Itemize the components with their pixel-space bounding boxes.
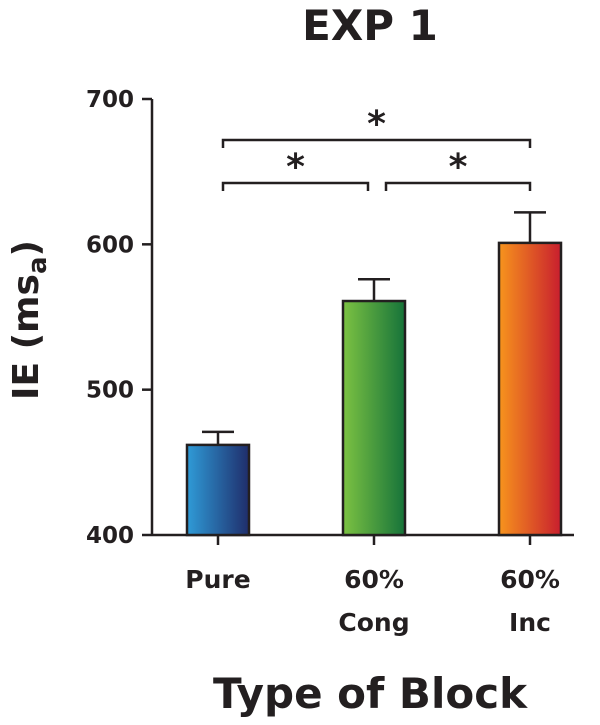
significance-bracket: * [221, 147, 370, 191]
bar [341, 299, 407, 537]
significance-star: * [286, 147, 305, 188]
x-tick-label: 60% [500, 565, 560, 594]
x-tick-label: Inc [509, 608, 551, 637]
bracket-line [221, 138, 532, 148]
y-tick-label: 400 [86, 523, 134, 549]
y-axis-label: IE (msa) [6, 240, 53, 400]
bracket-line [384, 181, 532, 191]
x-tick-label: Pure [185, 565, 250, 594]
y-tick-label: 600 [86, 232, 134, 258]
x-axis-label: Type of Block [213, 669, 528, 718]
significance-star: * [367, 104, 386, 145]
chart-title: EXP 1 [302, 1, 438, 50]
x-tick-label: Cong [338, 608, 409, 637]
y-tick-label: 700 [86, 87, 134, 113]
significance-bracket: * [384, 147, 532, 191]
significance-bracket: * [221, 104, 532, 148]
plot-area: 400 500 600 700 Pure 60% Cong 60% Inc * * * [86, 87, 574, 637]
bracket-line [221, 181, 370, 191]
x-tick-label: 60% [344, 565, 404, 594]
significance-star: * [449, 147, 468, 188]
y-tick-label: 500 [86, 378, 134, 404]
bar [185, 443, 251, 537]
bar [497, 241, 563, 537]
